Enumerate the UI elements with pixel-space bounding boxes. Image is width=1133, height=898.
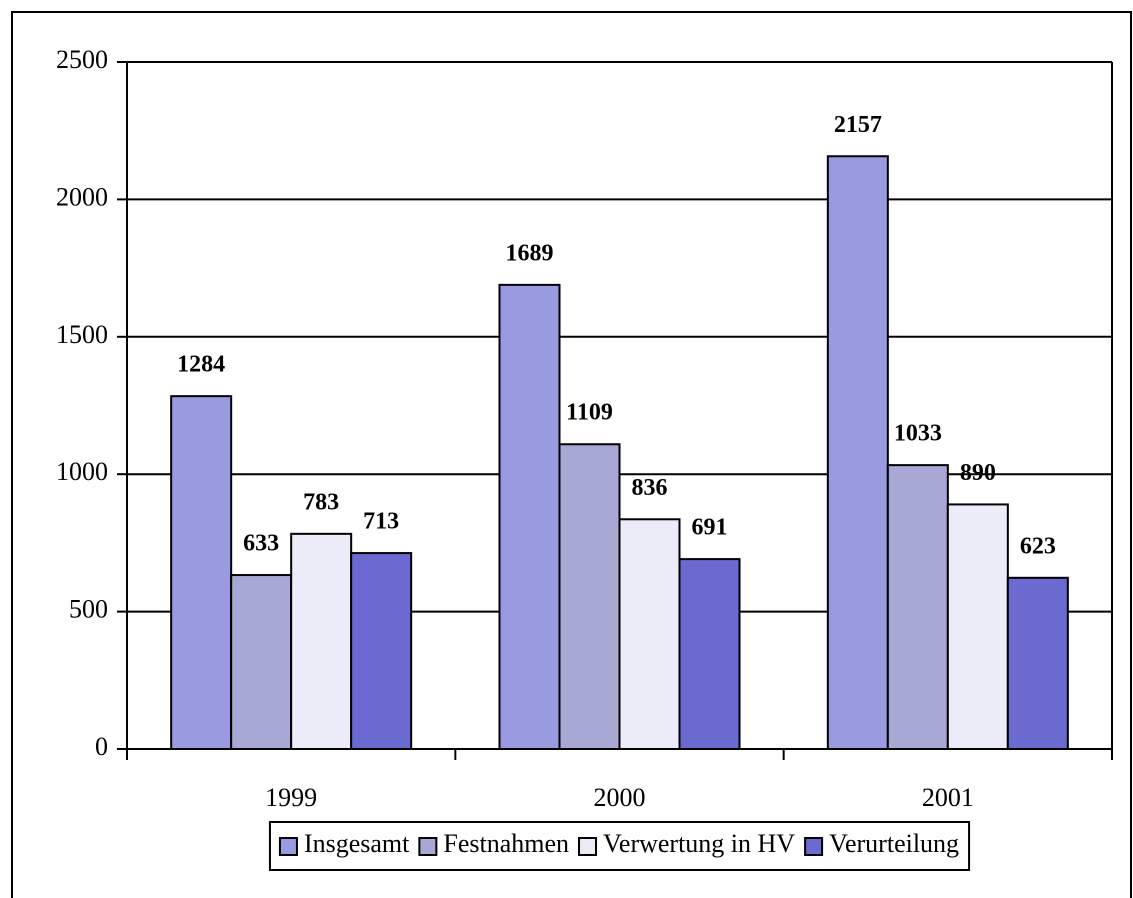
- legend-swatch: [804, 837, 824, 856]
- bar: [230, 574, 293, 750]
- bar: [946, 503, 1009, 751]
- y-tick-label: 1000: [56, 457, 108, 486]
- value-label: 1033: [894, 421, 942, 447]
- legend-label: Festnahmen: [443, 829, 569, 858]
- value-label: 633: [243, 531, 279, 557]
- bar: [826, 155, 889, 750]
- bar: [618, 518, 681, 751]
- bar: [1006, 576, 1069, 751]
- legend-box: [268, 821, 971, 871]
- y-tick-label: 2500: [56, 45, 108, 74]
- legend-label: Verurteilung: [829, 829, 959, 858]
- value-label: 623: [1020, 533, 1056, 559]
- value-label: 2157: [834, 112, 882, 138]
- value-label: 1689: [506, 240, 554, 266]
- x-tick-label: 1999: [265, 783, 317, 812]
- bar: [350, 552, 413, 751]
- bar: [886, 464, 949, 750]
- legend-swatch: [578, 837, 598, 856]
- value-label: 1284: [177, 352, 225, 378]
- y-tick-label: 0: [95, 732, 108, 761]
- bar: [678, 558, 741, 751]
- legend: Insgesamt Festnahmen Verwertung in HV Verur…: [268, 821, 971, 871]
- bar: [170, 395, 233, 750]
- bar: [558, 443, 621, 750]
- legend-swatch: [418, 837, 438, 856]
- legend-label: Verwertung in HV: [603, 829, 795, 858]
- y-tick-label: 500: [69, 595, 108, 624]
- value-label: 836: [632, 475, 668, 501]
- value-label: 783: [303, 489, 339, 515]
- x-tick-label: 2000: [594, 783, 646, 812]
- bar: [498, 283, 561, 750]
- legend-label: Insgesamt: [304, 829, 410, 858]
- chart-border: [11, 11, 1132, 898]
- value-label: 691: [692, 515, 728, 541]
- y-tick-label: 1500: [56, 320, 108, 349]
- value-label: 890: [960, 460, 996, 486]
- bar: [290, 532, 353, 750]
- value-label: 1109: [566, 400, 613, 426]
- value-label: 713: [363, 509, 399, 535]
- y-tick-label: 2000: [56, 182, 108, 211]
- x-tick-label: 2001: [922, 783, 974, 812]
- legend-swatch: [278, 837, 298, 856]
